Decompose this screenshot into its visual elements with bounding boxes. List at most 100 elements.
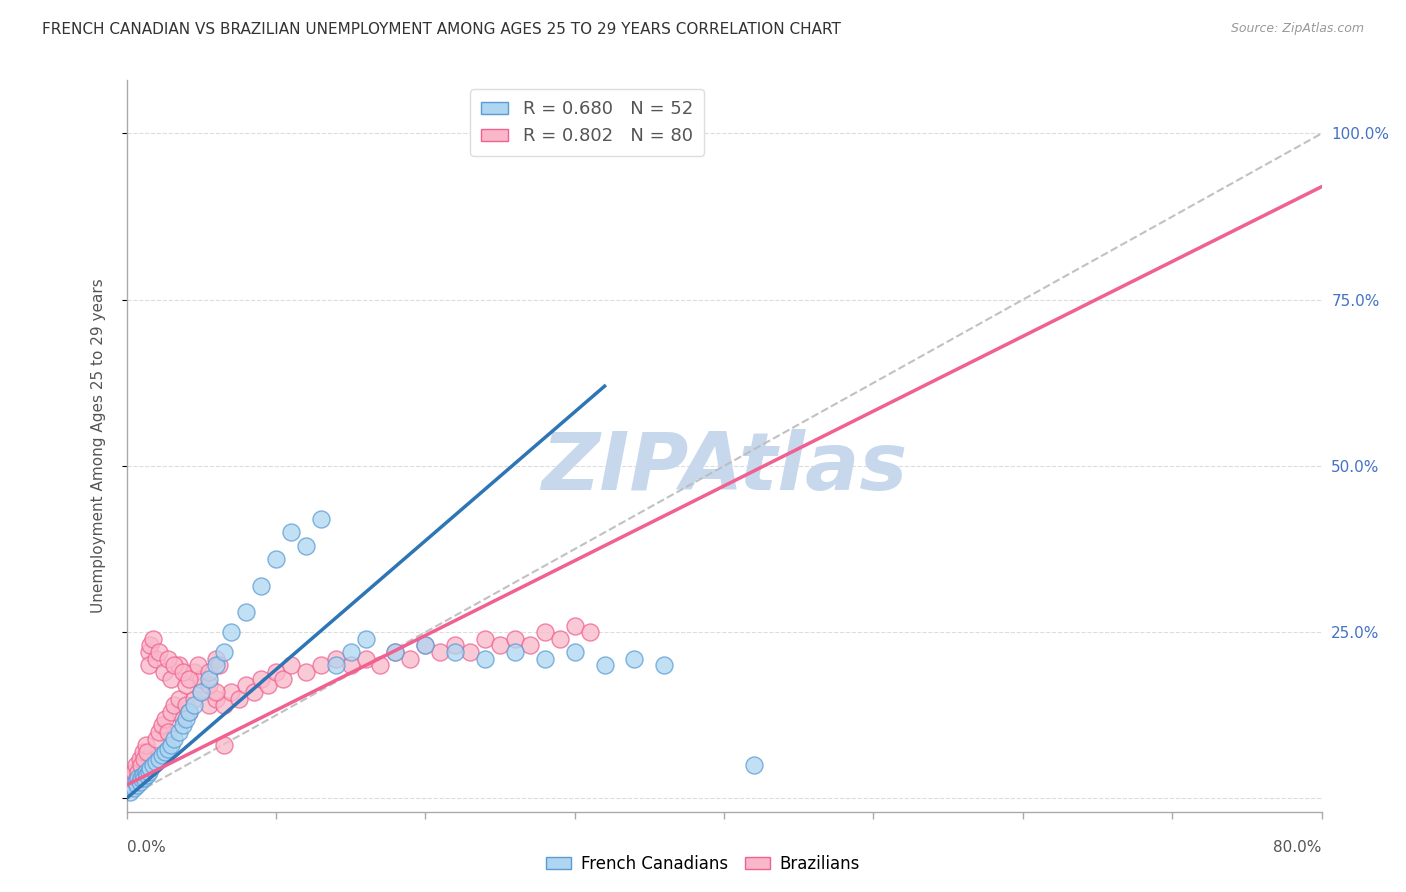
Point (152, 748, 174, 763)
Point (167, 658, 190, 673)
Point (122, 781, 145, 796)
Point (131, 772, 153, 786)
Point (122, 764, 145, 779)
Point (280, 525, 302, 540)
Point (503, 645, 526, 659)
Point (503, 632, 526, 646)
Point (384, 645, 406, 659)
Point (458, 645, 481, 659)
Point (132, 745, 155, 759)
Point (235, 605, 257, 619)
Point (578, 625, 600, 640)
Point (167, 725, 190, 739)
Point (163, 731, 186, 746)
Point (127, 764, 149, 779)
Point (264, 552, 287, 566)
Point (294, 665, 316, 679)
Point (219, 685, 242, 699)
Point (444, 639, 467, 653)
Point (142, 632, 165, 646)
Point (145, 731, 167, 746)
Point (354, 632, 377, 646)
Point (124, 774, 146, 789)
Point (179, 705, 201, 719)
Point (118, 785, 141, 799)
Point (121, 778, 143, 792)
Point (325, 652, 347, 666)
Point (172, 712, 194, 726)
Point (142, 758, 165, 772)
Point (183, 665, 205, 679)
Point (139, 639, 162, 653)
Point (205, 685, 228, 699)
Point (325, 658, 347, 673)
Point (145, 755, 167, 769)
Point (179, 705, 201, 719)
Point (131, 758, 153, 772)
Point (160, 738, 183, 752)
Point (339, 658, 361, 673)
Point (134, 772, 156, 786)
Point (179, 672, 201, 686)
Point (273, 672, 295, 686)
Point (197, 698, 219, 713)
Legend: French Canadians, Brazilians: French Canadians, Brazilians (540, 848, 866, 880)
Point (257, 678, 280, 692)
Point (399, 652, 422, 666)
Point (132, 768, 155, 782)
Point (172, 718, 194, 732)
Point (174, 712, 197, 726)
Point (489, 639, 512, 653)
Point (197, 672, 219, 686)
Y-axis label: Unemployment Among Ages 25 to 29 years: Unemployment Among Ages 25 to 29 years (91, 278, 105, 614)
Point (309, 658, 332, 673)
Point (155, 745, 177, 759)
Point (548, 632, 571, 646)
Point (136, 745, 159, 759)
Point (212, 645, 235, 659)
Point (652, 658, 675, 673)
Point (564, 618, 586, 632)
Text: 0.0%: 0.0% (127, 840, 166, 855)
Point (183, 698, 205, 713)
Point (474, 652, 496, 666)
Point (129, 774, 152, 789)
Point (294, 539, 316, 553)
Point (148, 645, 170, 659)
Point (742, 758, 765, 772)
Point (280, 658, 302, 673)
Point (264, 665, 287, 679)
Point (212, 738, 235, 752)
Point (163, 658, 186, 673)
Point (250, 672, 273, 686)
Point (197, 678, 219, 692)
Point (125, 778, 148, 792)
Point (250, 579, 273, 593)
Point (167, 691, 190, 706)
Point (384, 645, 406, 659)
Point (129, 751, 152, 765)
Point (219, 625, 242, 640)
Point (157, 652, 180, 666)
Point (148, 725, 170, 739)
Point (444, 645, 467, 659)
Point (205, 658, 228, 673)
Point (157, 725, 180, 739)
Point (148, 751, 170, 765)
Point (138, 764, 160, 779)
Point (623, 652, 645, 666)
Point (172, 665, 194, 679)
Legend: R = 0.680   N = 52, R = 0.802   N = 80: R = 0.680 N = 52, R = 0.802 N = 80 (470, 89, 703, 156)
Point (534, 625, 557, 640)
Point (235, 678, 257, 692)
Text: Source: ZipAtlas.com: Source: ZipAtlas.com (1230, 22, 1364, 36)
Point (564, 645, 586, 659)
Point (127, 772, 149, 786)
Point (593, 658, 616, 673)
Point (136, 768, 159, 782)
Point (135, 738, 157, 752)
Text: 80.0%: 80.0% (1274, 840, 1322, 855)
Point (153, 665, 176, 679)
Point (163, 698, 186, 713)
Point (415, 639, 437, 653)
